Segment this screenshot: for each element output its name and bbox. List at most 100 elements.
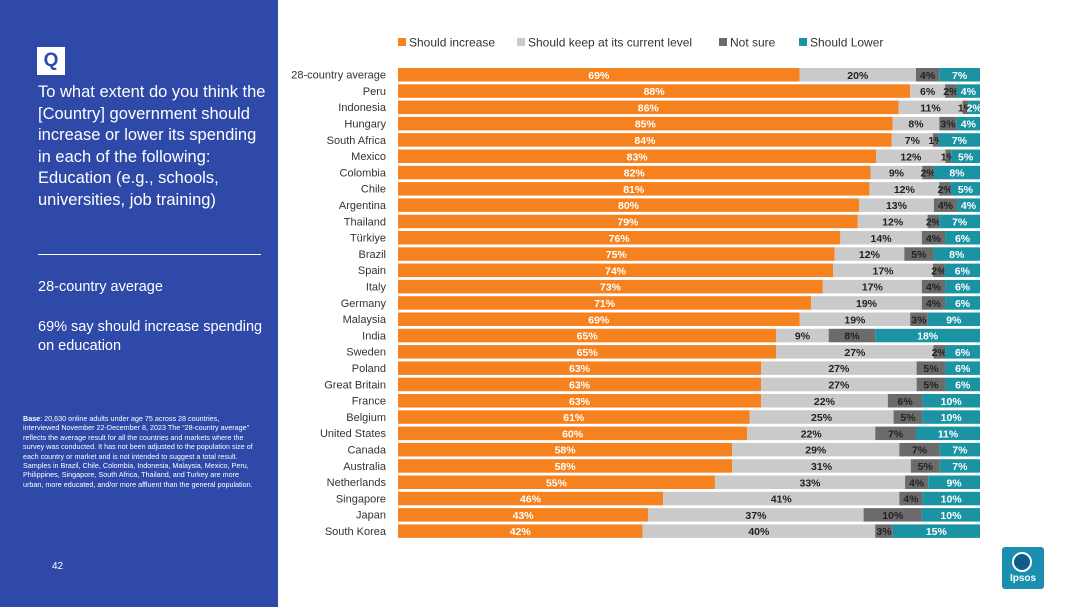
bar-segment-increase — [398, 475, 715, 489]
bar-segment-keep — [732, 442, 900, 457]
bar-segment-keep — [811, 296, 922, 310]
bar-segment-lower — [956, 116, 980, 131]
bar-segment-not-sure — [939, 116, 957, 131]
data-label-keep: 27% — [828, 379, 850, 391]
bar-segment-lower — [933, 247, 980, 261]
data-label-not-sure: 4% — [903, 494, 919, 506]
bar-segment-increase — [398, 182, 870, 196]
base-footnote: Base: 20,630 online adults under age 75 … — [23, 414, 255, 489]
country-label: India — [362, 330, 387, 342]
data-label-keep: 6% — [920, 86, 936, 98]
bar-segment-lower — [928, 475, 980, 489]
legend-label-increase: Should increase — [409, 36, 495, 50]
bar-segment-not-sure — [915, 68, 940, 82]
bar-segment-lower — [915, 426, 980, 441]
data-label-increase: 71% — [594, 298, 616, 310]
data-label-keep: 7% — [905, 135, 921, 147]
legend-item-increase: Should increase — [398, 36, 495, 50]
country-label: Singapore — [336, 493, 386, 505]
bar-segment-increase — [398, 100, 899, 115]
data-label-keep: 9% — [889, 168, 905, 180]
chart-row: Hungary 85% 8% 3% 4% — [344, 116, 980, 131]
chart-row: Malaysia 69% 19% 3% 9% — [343, 312, 980, 326]
bar-segment-keep — [857, 214, 928, 229]
chart-row: United States 60% 22% 7% 11% — [320, 426, 980, 441]
legend-label-not-sure: Not sure — [730, 36, 776, 50]
data-label-lower: 6% — [955, 379, 971, 391]
bar-segment-lower — [956, 84, 980, 98]
country-label: Sweden — [346, 347, 386, 359]
data-label-lower: 6% — [955, 347, 971, 359]
data-label-increase: 46% — [520, 494, 542, 506]
country-label: South Korea — [325, 526, 387, 538]
data-label-increase: 63% — [569, 379, 591, 391]
chart-row: Peru 88% 6% 2% 4% — [363, 84, 980, 98]
data-label-lower: 6% — [955, 363, 971, 375]
bar-segment-lower — [968, 100, 980, 115]
data-label-not-sure: 5% — [900, 412, 916, 424]
country-label: Belgium — [346, 412, 386, 424]
data-label-lower: 5% — [958, 184, 974, 196]
country-label: Hungary — [344, 118, 386, 130]
bar-segment-not-sure — [910, 459, 940, 473]
data-label-not-sure: 2% — [937, 184, 953, 196]
data-label-lower: 10% — [941, 494, 963, 506]
data-label-not-sure: 5% — [918, 461, 934, 473]
bar-segment-keep — [840, 231, 922, 245]
data-label-lower: 15% — [926, 526, 948, 538]
bar-segment-not-sure — [932, 133, 939, 147]
bar-segment-not-sure — [921, 279, 946, 294]
data-label-not-sure: 3% — [876, 526, 892, 538]
data-label-keep: 12% — [900, 151, 922, 163]
data-label-not-sure: 2% — [932, 347, 948, 359]
bar-segment-keep — [892, 116, 940, 131]
data-label-lower: 18% — [917, 331, 939, 343]
bar-segment-keep — [663, 491, 900, 506]
country-label: Argentina — [339, 200, 387, 212]
data-label-increase: 65% — [577, 347, 599, 359]
data-label-lower: 11% — [938, 428, 959, 440]
bar-segment-lower — [933, 165, 980, 180]
data-label-not-sure: 4% — [909, 477, 925, 489]
country-label: United States — [320, 428, 387, 440]
data-label-increase: 58% — [555, 445, 577, 457]
data-label-not-sure: 6% — [897, 396, 913, 408]
data-label-lower: 6% — [955, 265, 971, 277]
bar-segment-increase — [398, 296, 812, 310]
bar-segment-lower — [921, 508, 980, 522]
data-label-increase: 81% — [623, 184, 645, 196]
bar-segment-keep — [799, 312, 911, 326]
bar-segment-lower — [944, 263, 980, 278]
chart-row: Argentina 80% 13% 4% 4% — [339, 198, 980, 212]
bar-segment-lower — [939, 442, 980, 457]
bar-segment-increase — [398, 84, 911, 98]
bar-segment-lower — [938, 133, 980, 147]
logo-mark-icon — [1012, 552, 1032, 572]
bar-segment-not-sure — [962, 100, 969, 115]
chart-row: France 63% 22% 6% 10% — [352, 394, 980, 408]
bar-segment-not-sure — [899, 491, 923, 506]
legend-item-not-sure: Not sure — [719, 36, 776, 50]
chart-row: India 65% 9% 8% 18% — [362, 328, 980, 343]
data-label-increase: 43% — [513, 510, 535, 522]
data-label-lower: 9% — [946, 477, 962, 489]
data-label-keep: 27% — [828, 363, 850, 375]
data-label-not-sure: 4% — [926, 298, 942, 310]
logo-text: Ipsos — [1009, 573, 1037, 584]
chart-row: Spain 74% 17% 2% 6% — [358, 263, 980, 278]
bar-segment-keep — [776, 345, 934, 359]
bar-segment-keep — [891, 133, 933, 147]
data-label-not-sure: 4% — [938, 200, 954, 212]
bar-segment-not-sure — [875, 426, 916, 441]
country-label: Australia — [343, 461, 387, 473]
data-label-increase: 58% — [555, 461, 577, 473]
chart-row: South Korea 42% 40% 3% 15% — [325, 524, 980, 538]
data-label-not-sure: 2% — [931, 265, 947, 277]
bar-segment-increase — [398, 442, 733, 457]
bar-segment-lower — [939, 214, 980, 229]
bar-segment-not-sure — [927, 214, 940, 229]
data-label-increase: 63% — [569, 363, 591, 375]
data-label-keep: 12% — [882, 216, 904, 228]
data-label-not-sure: 5% — [923, 363, 939, 375]
